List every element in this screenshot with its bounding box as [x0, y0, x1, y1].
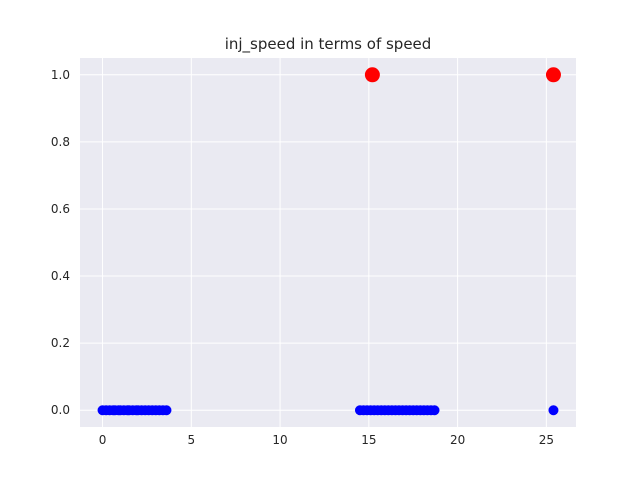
- y-tick-label: 0.2: [51, 336, 70, 350]
- plot-background: [80, 58, 576, 427]
- data-point: [545, 67, 561, 83]
- data-point: [364, 67, 380, 83]
- data-point: [161, 405, 172, 416]
- data-point: [548, 405, 559, 416]
- y-tick-label: 0.8: [51, 135, 70, 149]
- x-axis-ticks: 0 5 10 15 20 25: [99, 433, 554, 447]
- y-tick-label: 1.0: [51, 68, 70, 82]
- x-tick-label: 25: [539, 433, 554, 447]
- chart-title: inj_speed in terms of speed: [225, 35, 432, 54]
- y-axis-ticks: 0.0 0.2 0.4 0.6 0.8 1.0: [51, 68, 70, 417]
- y-tick-label: 0.4: [51, 269, 70, 283]
- x-tick-label: 5: [187, 433, 195, 447]
- x-tick-label: 10: [272, 433, 287, 447]
- x-tick-label: 20: [450, 433, 465, 447]
- y-tick-label: 0.0: [51, 403, 70, 417]
- y-tick-label: 0.6: [51, 202, 70, 216]
- x-tick-label: 15: [361, 433, 376, 447]
- data-point: [429, 405, 440, 416]
- data-points: [97, 67, 561, 416]
- x-tick-label: 0: [99, 433, 107, 447]
